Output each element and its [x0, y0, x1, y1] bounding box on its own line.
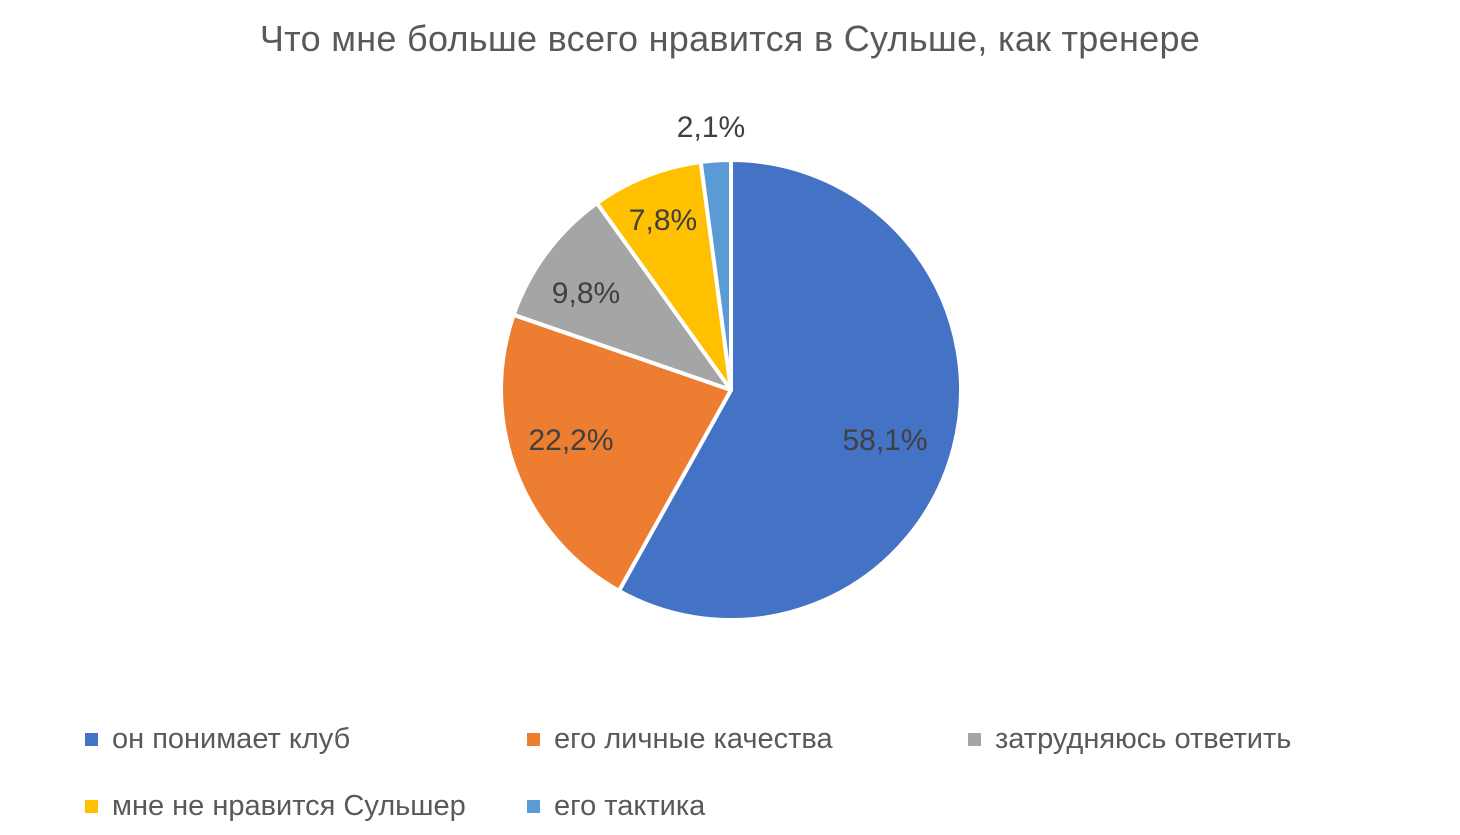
slice-data-label: 22,2% [528, 424, 613, 457]
slice-data-label: 58,1% [842, 424, 927, 457]
slice-data-label: 7,8% [629, 204, 697, 237]
pie-slice-5 [698, 158, 733, 392]
slice-data-label: 2,1% [677, 111, 745, 144]
slice-data-label: 9,8% [552, 277, 620, 310]
pie-slice-3 [511, 201, 733, 392]
chart-title: Что мне больше всего нравится в Сульше, … [259, 18, 1201, 59]
pie-slice-4 [594, 160, 733, 392]
pie-slice-2 [499, 312, 733, 593]
pie-slice-1 [616, 158, 963, 622]
